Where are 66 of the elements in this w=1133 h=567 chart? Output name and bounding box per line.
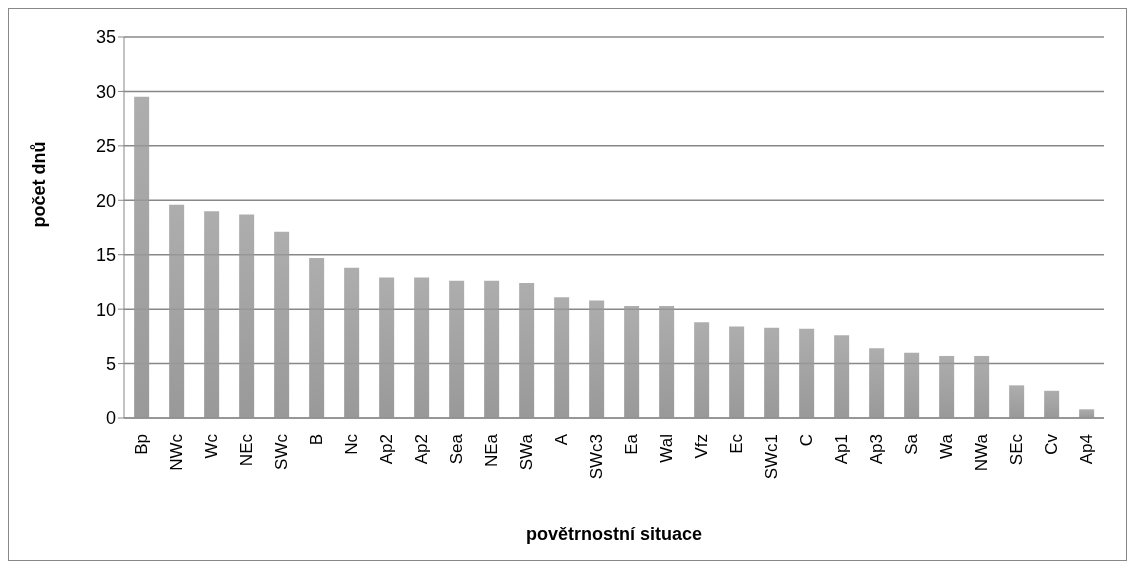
bar [344,267,360,418]
x-tick-label: Ap3 [867,434,886,465]
x-tick-label: Wal [657,434,676,463]
bar [799,328,815,418]
x-tick-label: Wa [937,433,956,459]
y-tick-label: 30 [95,81,116,102]
x-tick-label: Ap2 [412,434,431,465]
x-tick-label: Bp [132,434,151,455]
bar [554,297,570,418]
bar [904,352,920,418]
x-tick-label: NEc [237,433,256,467]
x-tick-label: Nc [342,433,361,455]
bar [659,305,675,418]
y-axis-title: počet dnů [29,141,50,228]
x-tick-label: NEa [482,433,501,468]
x-tick-label: SWc3 [587,434,606,480]
x-tick-label: NWa [972,433,991,472]
y-tick-label: 10 [95,299,116,320]
bar [624,305,640,418]
bar [869,348,885,418]
bar [939,355,955,418]
x-axis-title: povětrnostní situace [525,524,703,544]
bar [309,257,325,418]
bar [414,277,430,418]
x-tick-label: A [552,433,571,446]
bar [694,322,710,418]
y-tick-label: 35 [95,27,116,48]
x-tick-label: Ap2 [377,434,396,465]
bar [1079,409,1095,418]
x-tick-label: NWc [167,433,186,471]
bar [134,96,150,418]
bar [239,214,255,418]
x-tick-label: SEc [1007,433,1026,466]
bar [1044,390,1060,418]
y-tick-label: 0 [105,408,116,429]
x-tick-label: SWa [517,433,536,471]
x-tick-label: Wc [202,433,221,459]
y-tick-label: 15 [95,245,116,266]
bar [484,280,500,418]
x-tick-label: Ec [727,433,746,454]
x-tick-label: SWc1 [762,434,781,480]
bar [449,280,465,418]
bar [974,355,990,418]
x-tick-label: C [797,434,816,447]
x-tick-label: B [307,434,326,446]
bar [204,211,220,418]
x-tick-label: Ap1 [832,434,851,465]
bar [519,283,535,418]
y-tick-label: 25 [95,136,116,157]
bar [764,327,780,418]
x-tick-label: Sa [902,433,921,455]
x-tick-label: Sea [447,433,466,465]
y-tick-label: 20 [95,190,116,211]
bar [589,300,605,418]
x-tick-label: SWc [272,433,291,470]
x-tick-label: Cv [1042,433,1061,455]
bar [274,231,290,418]
x-tick-label: Ea [622,433,641,455]
y-tick-label: 5 [105,353,116,374]
bar [729,326,745,418]
bar [834,335,850,418]
x-tick-label: Vfz [692,434,711,459]
x-tick-label: Ap4 [1077,434,1096,465]
bar [169,204,185,418]
bar [379,277,395,418]
bar [1009,385,1025,418]
